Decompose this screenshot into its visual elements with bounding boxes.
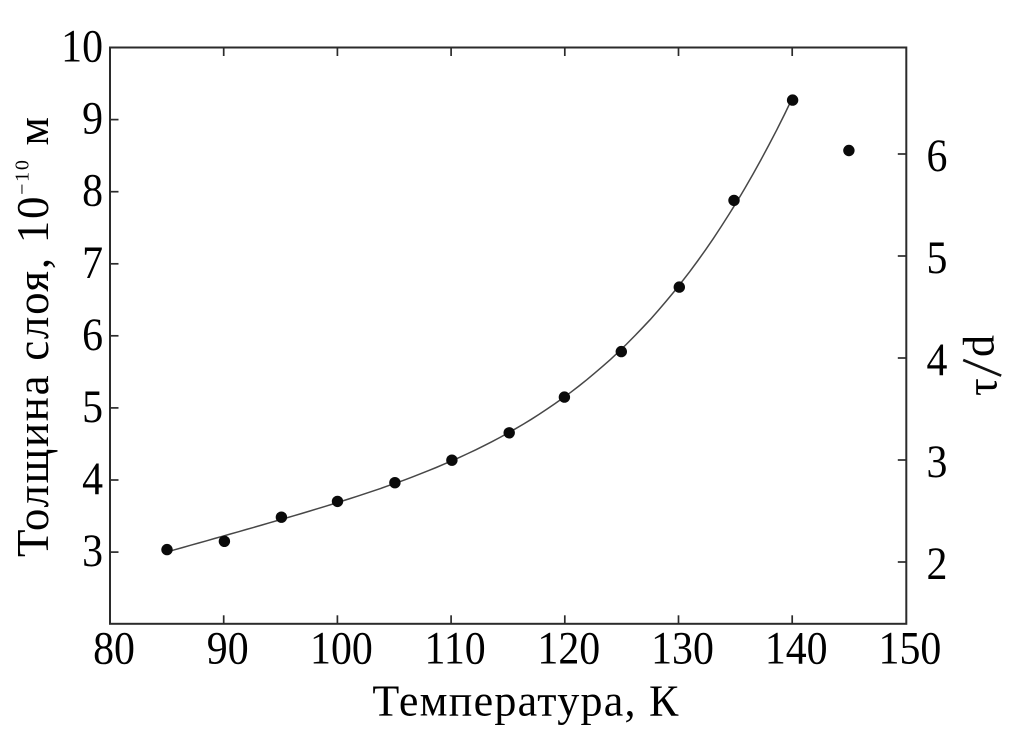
svg-text:5: 5 (82, 381, 103, 433)
svg-text:3: 3 (82, 525, 103, 577)
svg-text:τ: τ (958, 378, 1007, 396)
svg-text:150: 150 (879, 623, 942, 675)
svg-text:8: 8 (82, 165, 103, 217)
svg-text:90: 90 (207, 623, 249, 675)
svg-text:2: 2 (927, 538, 948, 590)
svg-text:110: 110 (425, 623, 486, 675)
svg-text:140: 140 (765, 623, 828, 675)
svg-text:9: 9 (82, 93, 103, 145)
svg-text:10: 10 (61, 21, 103, 73)
svg-text:Температура, К: Температура, К (372, 677, 679, 726)
svg-text:80: 80 (93, 623, 135, 675)
svg-text:130: 130 (651, 623, 714, 675)
svg-text:120: 120 (537, 623, 600, 675)
svg-text:3: 3 (927, 436, 948, 488)
svg-text:100: 100 (310, 623, 373, 675)
svg-text:d: d (955, 335, 1004, 357)
svg-text:7: 7 (82, 237, 103, 289)
svg-text:6: 6 (927, 130, 948, 182)
svg-text:4: 4 (82, 453, 103, 505)
svg-text:6: 6 (82, 309, 103, 361)
svg-text:4: 4 (927, 334, 948, 386)
svg-text:5: 5 (927, 232, 948, 284)
